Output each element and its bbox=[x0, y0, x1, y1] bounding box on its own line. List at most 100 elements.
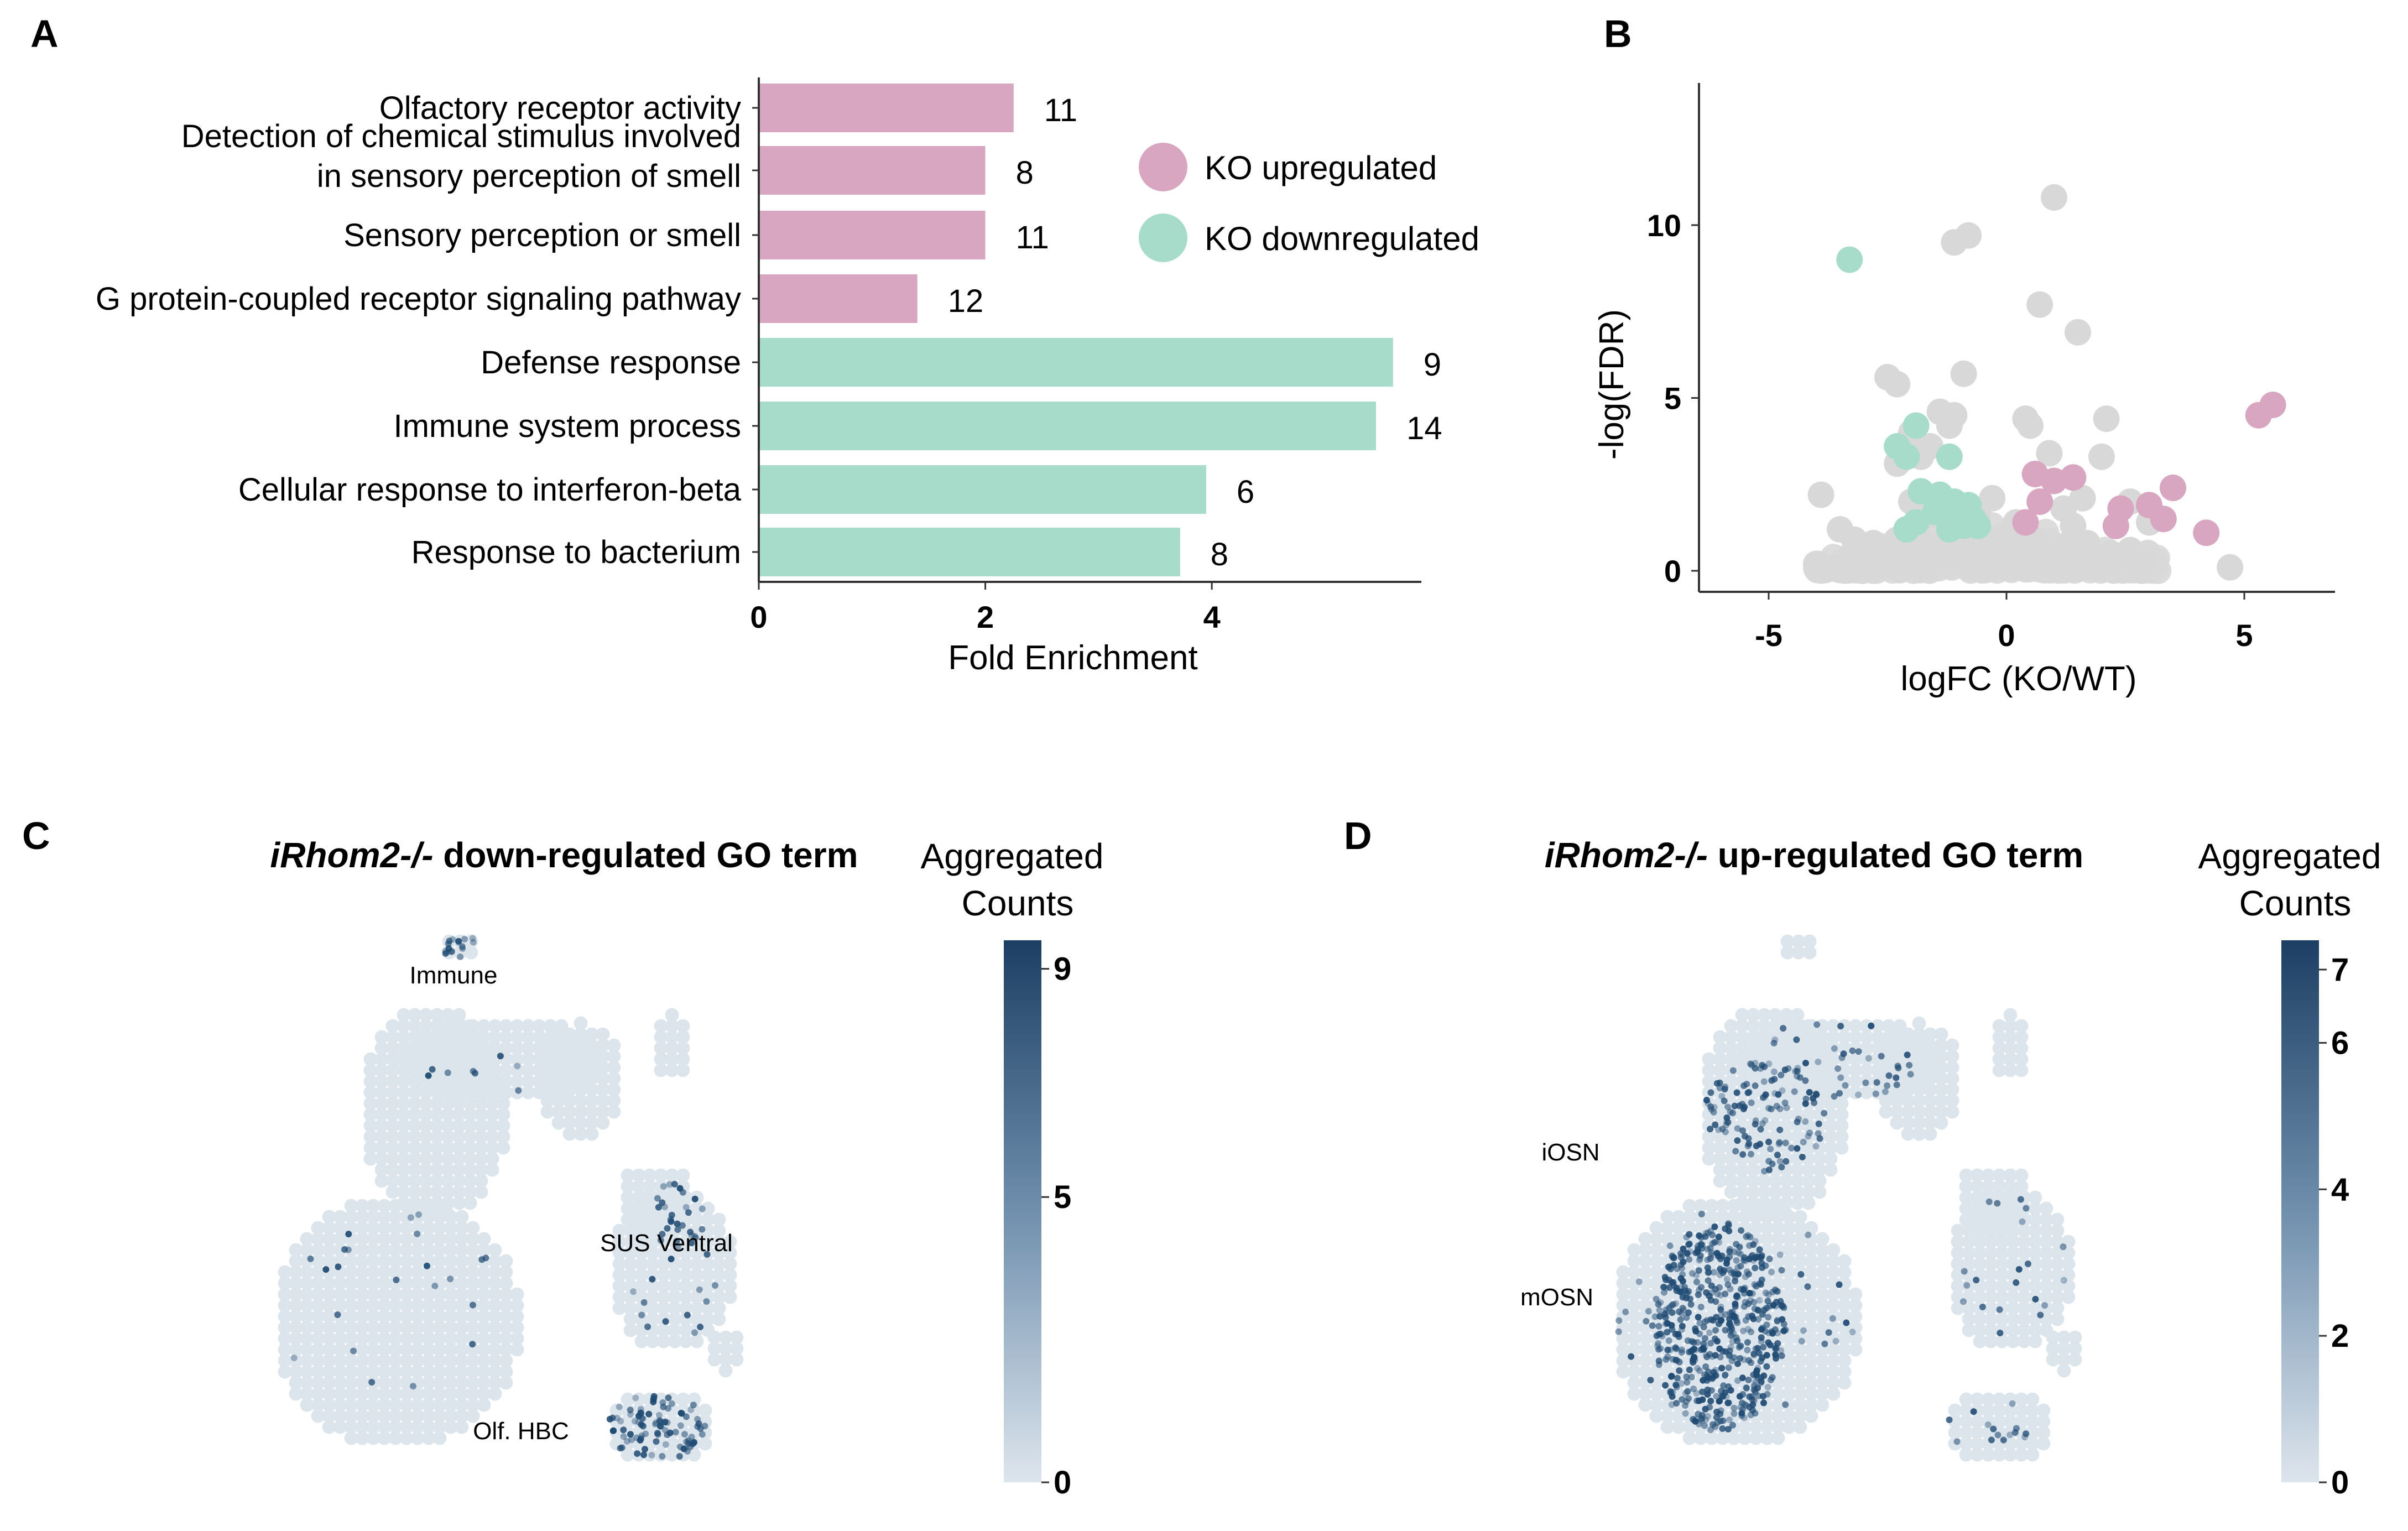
c-cell bbox=[397, 1129, 411, 1144]
d-cell bbox=[2014, 1201, 2029, 1216]
c-cell bbox=[421, 1342, 436, 1357]
c-expression-dot bbox=[425, 1072, 432, 1079]
d-cell bbox=[1901, 1027, 1915, 1042]
a-x-tick-label-0: 0 bbox=[750, 600, 767, 634]
c-cell bbox=[344, 1298, 358, 1313]
d-cell bbox=[1815, 1276, 1830, 1290]
c-cell bbox=[432, 1331, 447, 1346]
d-cell bbox=[1760, 1409, 1774, 1423]
d-expression-dot bbox=[1683, 1378, 1691, 1386]
d-cell bbox=[1826, 1287, 1841, 1301]
d-expression-dot bbox=[1679, 1396, 1686, 1403]
d-expression-dot bbox=[1731, 1410, 1738, 1417]
d-expression-dot bbox=[1684, 1388, 1691, 1395]
c-cell bbox=[499, 1309, 513, 1324]
d-cell bbox=[1779, 1129, 1794, 1144]
d-cell bbox=[1951, 1290, 1965, 1304]
c-cell bbox=[562, 1093, 577, 1108]
c-cell bbox=[377, 1376, 392, 1390]
d-expression-dot bbox=[1984, 1421, 1992, 1428]
c-cell bbox=[311, 1232, 325, 1246]
d-cell bbox=[1970, 1392, 1984, 1407]
d-cell bbox=[1879, 1105, 1893, 1119]
c-cell bbox=[322, 1353, 336, 1368]
a-count-label-3: 11 bbox=[1016, 220, 1049, 256]
d-expression-dot bbox=[1668, 1321, 1675, 1329]
c-cell bbox=[385, 1030, 400, 1044]
c-cell bbox=[585, 1093, 599, 1108]
d-expression-dot bbox=[1718, 1365, 1726, 1372]
c-cell bbox=[399, 1041, 414, 1055]
c-expression-dot bbox=[688, 1232, 695, 1239]
d-expression-dot bbox=[1675, 1308, 1682, 1315]
d-cell bbox=[1768, 1008, 1782, 1022]
c-cell bbox=[410, 1387, 425, 1401]
c-cell bbox=[596, 1060, 610, 1075]
c-cell bbox=[562, 1049, 577, 1064]
d-cluster-9 bbox=[1780, 934, 1817, 960]
c-cell bbox=[712, 1290, 726, 1304]
b-point-grey bbox=[1807, 481, 1834, 508]
c-cell bbox=[656, 1323, 671, 1337]
d-expression-dot bbox=[1635, 1278, 1643, 1285]
d-expression-dot bbox=[1702, 1405, 1709, 1413]
c-cell bbox=[521, 1063, 535, 1077]
c-cell bbox=[718, 1363, 733, 1378]
c-cell bbox=[679, 1246, 693, 1260]
c-cell bbox=[377, 1199, 392, 1213]
d-cell bbox=[1649, 1309, 1664, 1324]
d-expression-dot bbox=[2019, 1218, 2026, 1225]
c-expression-dot bbox=[628, 1436, 635, 1444]
c-cell bbox=[496, 1118, 510, 1133]
c-cell bbox=[698, 1403, 712, 1418]
d-cell bbox=[2061, 1268, 2076, 1282]
d-expression-dot bbox=[1688, 1373, 1695, 1381]
c-cell bbox=[676, 1392, 690, 1407]
c-expression-dot bbox=[445, 940, 452, 947]
c-cell bbox=[397, 1107, 411, 1122]
d-cell bbox=[1735, 1030, 1749, 1044]
c-expression-dot bbox=[687, 1406, 695, 1413]
c-cell bbox=[399, 1309, 414, 1324]
c-cell bbox=[521, 1030, 535, 1044]
c-cell bbox=[712, 1235, 726, 1249]
d-cell bbox=[1826, 1365, 1841, 1379]
d-expression-dot bbox=[1706, 1329, 1713, 1336]
d-cell bbox=[1682, 1199, 1697, 1213]
d-expression-dot bbox=[1708, 1289, 1716, 1296]
c-cell bbox=[521, 1085, 535, 1100]
c-cell bbox=[377, 1420, 392, 1434]
d-expression-dot bbox=[1893, 1074, 1900, 1081]
d-cell bbox=[1995, 1279, 2009, 1293]
d-expression-dot bbox=[1686, 1248, 1693, 1255]
d-cell bbox=[1823, 1129, 1838, 1144]
d-expression-dot bbox=[1717, 1292, 1724, 1299]
d-cell bbox=[1746, 1174, 1760, 1188]
d-cell bbox=[2039, 1279, 2053, 1293]
c-cell bbox=[452, 1152, 466, 1166]
d-expression-dot bbox=[1703, 1097, 1710, 1104]
d-expression-dot bbox=[1692, 1327, 1700, 1335]
c-cell bbox=[444, 1298, 458, 1313]
d-expression-dot bbox=[1970, 1408, 1977, 1415]
c-cell bbox=[399, 1052, 414, 1066]
c-cell bbox=[452, 1163, 466, 1177]
d-cell bbox=[1782, 1232, 1796, 1246]
d-expression-dot bbox=[1825, 1329, 1832, 1336]
c-expression-dot bbox=[654, 1195, 661, 1202]
d-cell bbox=[1790, 1174, 1805, 1188]
d-expression-dot bbox=[1791, 1088, 1798, 1095]
c-title-rest: down-regulated GO term bbox=[434, 835, 858, 875]
c-cell bbox=[452, 1107, 466, 1122]
d-cell bbox=[1848, 1287, 1863, 1301]
d-expression-dot bbox=[1752, 1264, 1759, 1272]
c-expression-dot bbox=[290, 1355, 298, 1362]
c-cell bbox=[363, 1096, 378, 1111]
c-cell bbox=[377, 1298, 392, 1313]
d-cell bbox=[1945, 1060, 1959, 1075]
c-cell bbox=[455, 1331, 469, 1346]
d-cell bbox=[1793, 1254, 1807, 1268]
d-cell bbox=[1727, 1210, 1741, 1224]
c-cell bbox=[333, 1420, 347, 1434]
c-cell bbox=[466, 1398, 480, 1412]
